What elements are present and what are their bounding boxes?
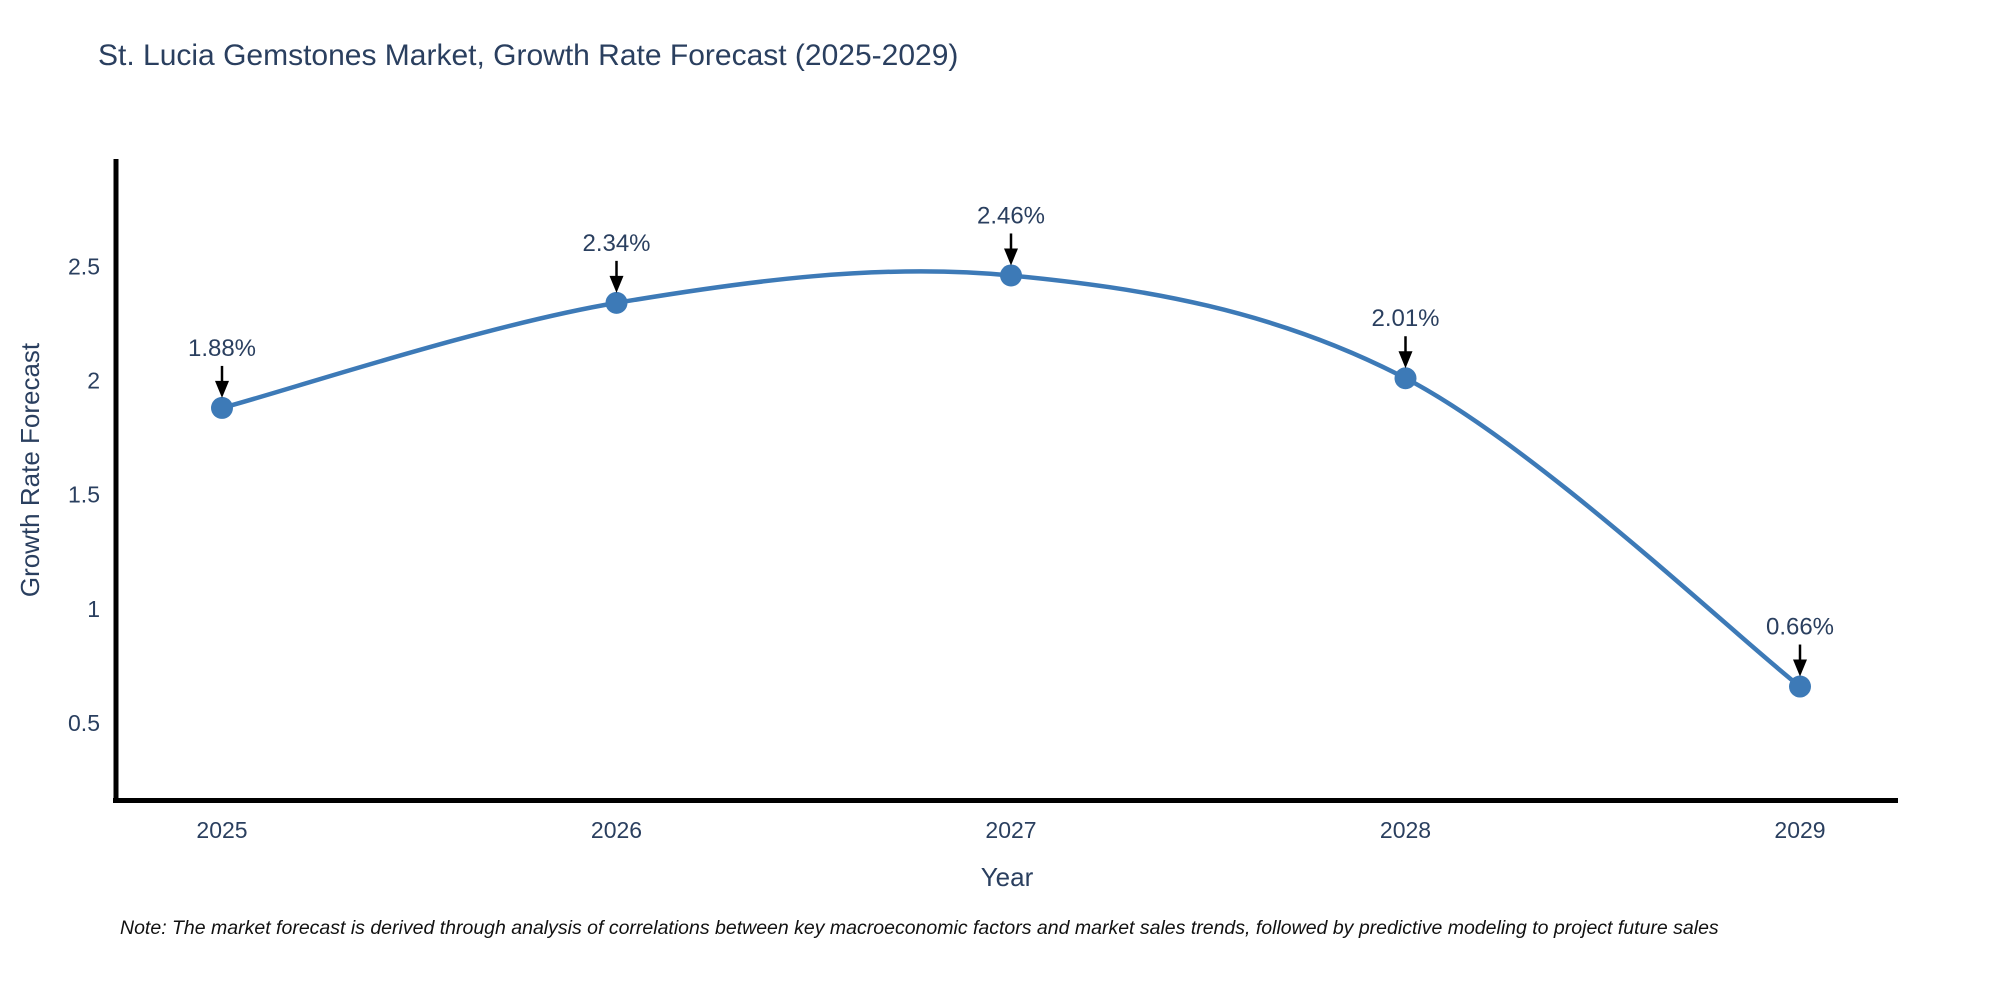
data-point-label: 2.01% — [1371, 305, 1439, 332]
x-axis-title: Year — [980, 862, 1034, 892]
data-point-marker — [605, 291, 628, 314]
chart-footnote: Note: The market forecast is derived thr… — [120, 917, 1719, 939]
forecast-line — [219, 269, 1803, 689]
data-point-label: 2.34% — [582, 230, 650, 257]
annotation-arrow-head — [609, 275, 624, 293]
data-point-marker — [1000, 264, 1022, 287]
y-tick-label: 1 — [87, 596, 100, 622]
y-tick-label: 2 — [87, 368, 100, 394]
x-tick-label: 2027 — [985, 817, 1036, 843]
y-tick-label: 2.5 — [68, 253, 100, 279]
y-tick-label: 1.5 — [68, 482, 100, 508]
data-point-label: 2.46% — [977, 202, 1045, 229]
data-point-marker — [1394, 367, 1417, 390]
annotation-arrow-head — [1793, 659, 1807, 677]
x-tick-label: 2028 — [1380, 817, 1431, 843]
y-axis-title: Growth Rate Forecast — [15, 342, 45, 598]
x-tick-label: 2029 — [1774, 817, 1825, 843]
x-tick-label: 2026 — [591, 817, 642, 843]
annotation-arrow-head — [1398, 351, 1413, 369]
data-point-label: 1.88% — [188, 335, 256, 362]
annotation-arrow-head — [215, 380, 229, 398]
data-point-marker — [1789, 675, 1811, 698]
chart-title: St. Lucia Gemstones Market, Growth Rate … — [98, 39, 959, 72]
data-point-marker — [211, 396, 233, 419]
y-tick-label: 0.5 — [68, 710, 100, 736]
data-point-label: 0.66% — [1766, 614, 1834, 641]
annotation-arrow-head — [1004, 248, 1018, 266]
x-tick-label: 2025 — [196, 817, 247, 843]
